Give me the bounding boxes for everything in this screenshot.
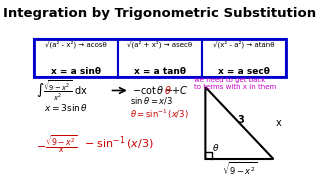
Text: $x = 3\sin\theta$: $x = 3\sin\theta$ <box>44 102 88 113</box>
Text: √(a² + x²) → asecθ: √(a² + x²) → asecθ <box>127 41 193 48</box>
Text: $\sqrt{9 - x^2}$: $\sqrt{9 - x^2}$ <box>222 161 257 178</box>
FancyBboxPatch shape <box>34 39 118 77</box>
Text: x: x <box>276 118 281 128</box>
Text: 3: 3 <box>237 115 244 125</box>
FancyBboxPatch shape <box>118 39 202 77</box>
Text: $\theta = \sin^{-1}(x/3)$: $\theta = \sin^{-1}(x/3)$ <box>130 108 188 121</box>
Text: $+ C$: $+ C$ <box>171 84 188 96</box>
Text: x = a sinθ: x = a sinθ <box>51 67 101 76</box>
Text: x = a secθ: x = a secθ <box>218 67 270 76</box>
FancyBboxPatch shape <box>202 39 286 77</box>
Text: $\theta$: $\theta$ <box>164 84 172 96</box>
Text: $-\cot\theta - $: $-\cot\theta - $ <box>132 84 174 96</box>
Text: $-\frac{\sqrt{9-x^2}}{x}$: $-\frac{\sqrt{9-x^2}}{x}$ <box>36 133 78 155</box>
Text: we need to get back
to terms with x in them: we need to get back to terms with x in t… <box>194 77 276 90</box>
Text: $-\ \sin^{-1}(x/3)$: $-\ \sin^{-1}(x/3)$ <box>84 135 154 152</box>
Text: Integration by Trigonometric Substitution: Integration by Trigonometric Substitutio… <box>4 6 316 19</box>
Text: x = a tanθ: x = a tanθ <box>134 67 186 76</box>
Text: $\int \frac{\sqrt{9 - x^2}}{x^2}$ dx: $\int \frac{\sqrt{9 - x^2}}{x^2}$ dx <box>36 78 88 103</box>
Text: $\theta$: $\theta$ <box>212 141 219 152</box>
Text: √(a² - x²) → acosθ: √(a² - x²) → acosθ <box>45 41 107 48</box>
Text: $\sin\theta = x/3$: $\sin\theta = x/3$ <box>130 95 173 106</box>
Text: √(x² - a²) → atanθ: √(x² - a²) → atanθ <box>213 41 275 48</box>
